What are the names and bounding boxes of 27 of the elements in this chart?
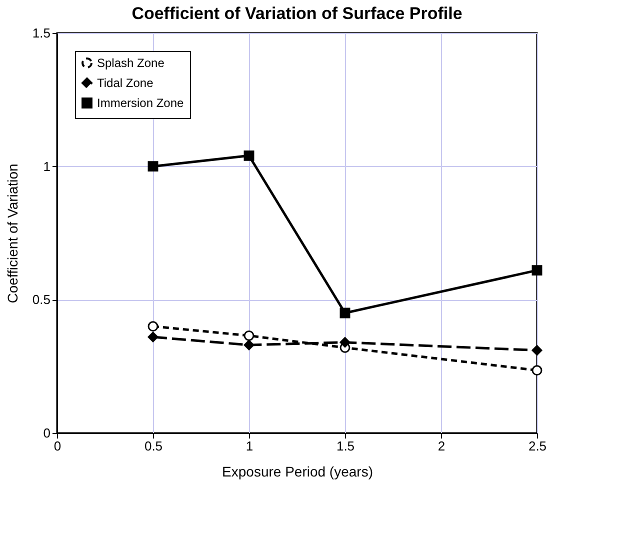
point xyxy=(340,337,350,348)
y-tick-label: 1 xyxy=(43,158,50,174)
point xyxy=(148,332,158,342)
x-tick-label: 1 xyxy=(246,438,254,454)
x-tick-label: 0 xyxy=(54,438,62,454)
point xyxy=(340,308,350,318)
x-tick-label: 2 xyxy=(438,438,446,454)
point xyxy=(532,345,542,356)
x-tick-label: 0.5 xyxy=(144,438,163,454)
legend-label: Tidal Zone xyxy=(97,76,154,90)
y-axis-title: Coefficient of Variation xyxy=(4,164,20,304)
y-tick-label: 1.5 xyxy=(32,26,50,40)
legend-label: Splash Zone xyxy=(97,56,165,70)
point xyxy=(244,340,254,350)
point xyxy=(148,161,158,172)
x-tick-label: 2.5 xyxy=(528,438,547,454)
point xyxy=(532,365,542,376)
point xyxy=(148,321,158,332)
point xyxy=(532,265,542,276)
point xyxy=(244,330,254,341)
y-tick-label: 0.5 xyxy=(32,292,50,308)
point xyxy=(244,150,254,161)
x-tick-label: 1.5 xyxy=(336,438,355,454)
chart-title: Coefficient of Variation of Surface Profile xyxy=(132,4,462,23)
legend-label: Immersion Zone xyxy=(97,96,184,110)
y-tick-label: 0 xyxy=(43,426,50,440)
x-axis-title: Exposure Period (years) xyxy=(222,464,373,480)
